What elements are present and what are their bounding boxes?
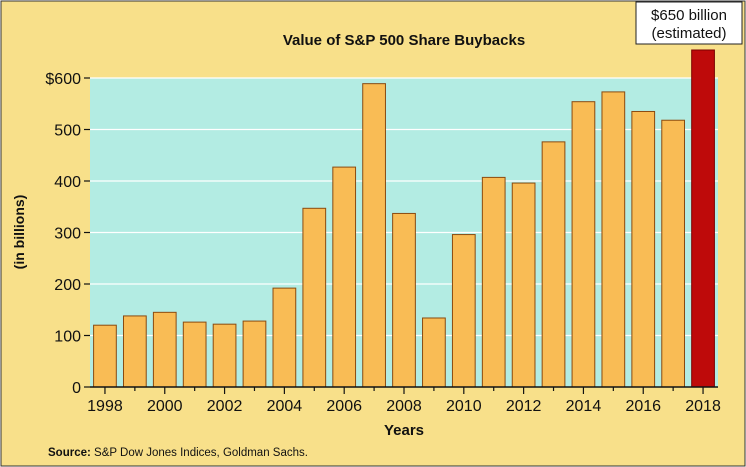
bars bbox=[93, 49, 715, 388]
x-axis-ticks: 1998 2000 2002 2004 2006 2008 2010 2012 2014 2016… bbox=[87, 387, 721, 415]
x-tick-label: 2016 bbox=[625, 398, 661, 415]
bar-2013 bbox=[541, 141, 566, 388]
y-tick-label: 200 bbox=[54, 277, 81, 294]
estimate-callout-line1: $650 billion bbox=[651, 7, 727, 24]
bar-2011 bbox=[481, 176, 506, 388]
y-tick-label: 400 bbox=[54, 174, 81, 191]
x-tick-label: 2004 bbox=[267, 398, 303, 415]
bar-2001 bbox=[182, 321, 207, 388]
source-text: S&P Dow Jones Indices, Goldman Sachs. bbox=[94, 447, 308, 459]
bar-2014 bbox=[571, 101, 596, 388]
bar-2006 bbox=[332, 166, 357, 388]
bar-1999 bbox=[122, 315, 147, 388]
y-tick-label: $600 bbox=[45, 71, 81, 88]
bar-2003 bbox=[242, 320, 267, 388]
x-tick-label: 2002 bbox=[207, 398, 243, 415]
bar-2007 bbox=[362, 83, 386, 388]
chart-title: Value of S&P 500 Share Buybacks bbox=[283, 32, 525, 49]
bar-2017 bbox=[661, 119, 686, 388]
x-tick-label: 2012 bbox=[506, 398, 542, 415]
bar-2000 bbox=[152, 311, 177, 388]
bar-2012 bbox=[511, 182, 536, 388]
y-tick-label: 300 bbox=[54, 226, 81, 243]
x-tick-label: 2008 bbox=[386, 398, 422, 415]
x-tick-label: 2014 bbox=[566, 398, 602, 415]
bar-2010 bbox=[451, 234, 476, 388]
y-axis-label: (in billions) bbox=[11, 195, 27, 270]
y-tick-label: 0 bbox=[72, 380, 81, 397]
estimate-callout-box bbox=[635, 1, 743, 45]
bar-2009 bbox=[422, 317, 446, 388]
source-note: Source: S&P Dow Jones Indices, Goldman S… bbox=[48, 447, 308, 459]
bar-2002 bbox=[212, 323, 237, 388]
source-label: Source: bbox=[48, 447, 91, 459]
estimate-callout: $650 billion (estimated) bbox=[635, 1, 743, 45]
bar-2008 bbox=[392, 212, 416, 388]
y-tick-label: 500 bbox=[54, 123, 81, 140]
x-tick-label: 2010 bbox=[446, 398, 482, 415]
x-tick-label: 2000 bbox=[147, 398, 183, 415]
bar-2005 bbox=[302, 207, 327, 388]
bar-2016 bbox=[631, 110, 656, 388]
bar-1998 bbox=[93, 324, 117, 388]
bar-2004 bbox=[272, 287, 297, 388]
bar-2015 bbox=[601, 91, 626, 388]
x-tick-label: 2018 bbox=[685, 398, 721, 415]
y-tick-label: 100 bbox=[54, 329, 81, 346]
x-tick-label: 2006 bbox=[326, 398, 362, 415]
y-axis-ticks: $600 500 400 300 200 100 0 bbox=[45, 71, 90, 397]
bar-highlight-2018 bbox=[691, 49, 715, 388]
estimate-callout-line2: (estimated) bbox=[651, 25, 726, 42]
x-tick-label: 1998 bbox=[87, 398, 123, 415]
x-axis-label: Years bbox=[384, 422, 424, 439]
